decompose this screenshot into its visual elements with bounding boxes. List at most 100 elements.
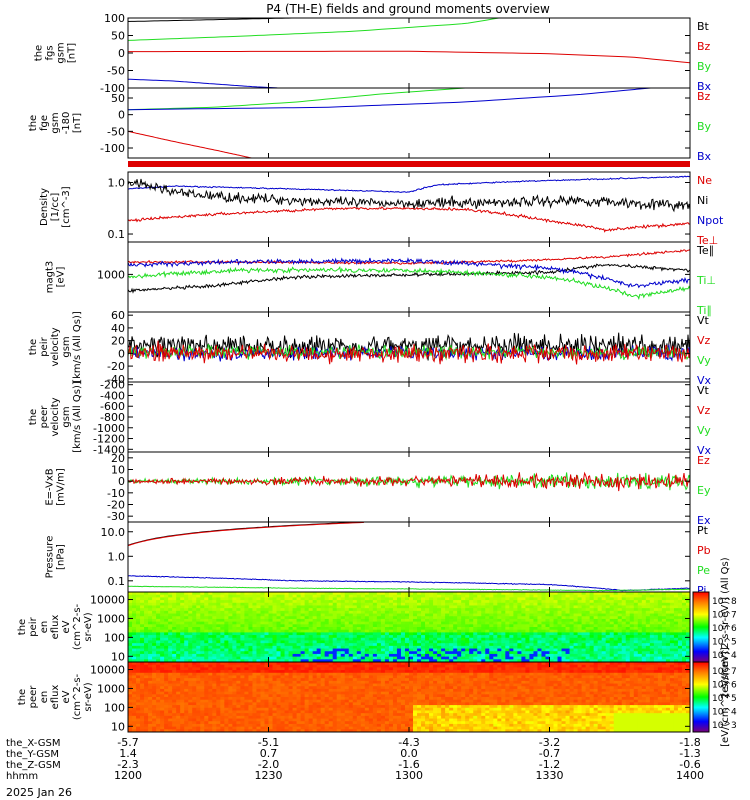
spectrogram-cell [184, 694, 189, 698]
spectrogram-cell [256, 729, 262, 732]
spectrogram-cell [264, 643, 270, 647]
spectrogram-cell [236, 637, 241, 642]
spectrogram-cell [236, 621, 241, 625]
spectrogram-cell [521, 610, 527, 615]
spectrogram-cell [276, 624, 282, 628]
spectrogram-cell [220, 683, 225, 687]
spectrogram-cell [396, 637, 402, 642]
spectrogram-cell [168, 710, 173, 714]
spectrogram-cell [453, 645, 458, 650]
spectrogram-cell [320, 645, 326, 650]
spectrogram-cell [593, 594, 599, 598]
spectrogram-cell [453, 613, 458, 617]
spectrogram-cell [148, 699, 153, 703]
y-tick-label: -400 [100, 389, 125, 402]
spectrogram-cell [160, 592, 165, 596]
spectrogram-cell [132, 729, 137, 732]
spectrogram-cell [212, 721, 217, 725]
spectrogram-cell [300, 597, 306, 601]
spectrogram-cell [368, 624, 374, 628]
spectrogram-cell [248, 600, 254, 604]
spectrogram-cell [521, 656, 527, 660]
spectrogram-cell [388, 653, 394, 658]
spectrogram-cell [240, 702, 246, 706]
y-tick-label: -20 [107, 499, 125, 512]
spectrogram-cell [481, 621, 486, 625]
spectrogram-cell [413, 659, 418, 662]
spectrogram-cell [336, 653, 342, 658]
spectrogram-cell [417, 616, 422, 620]
spectrogram-cell [613, 608, 619, 612]
colorbar-unit: [eV/(cm^2-s-sr-eV)] (All Qs) [720, 557, 731, 696]
spectrogram-cell [641, 651, 647, 655]
spectrogram-cell [236, 651, 241, 655]
spectrogram-cell [577, 651, 583, 655]
spectrogram-cell [601, 608, 607, 612]
spectrogram-cell [589, 656, 595, 660]
spectrogram-cell [188, 688, 193, 693]
spectrogram-cell [280, 697, 286, 701]
spectrogram-peir_spec [128, 592, 690, 662]
spectrogram-cell [216, 699, 221, 703]
spectrogram-cell [292, 600, 298, 604]
spectrogram-cell [344, 600, 350, 604]
spectrogram-cell [184, 602, 189, 607]
spectrogram-cell [156, 721, 161, 725]
spectrogram-cell [192, 605, 197, 609]
spectrogram-cell [445, 645, 450, 650]
spectrogram-cell [296, 637, 302, 642]
spectrogram-cell [613, 602, 619, 607]
spectrogram-cell [501, 594, 506, 598]
spectrogram-cell [284, 610, 290, 615]
spectrogram-cell [128, 729, 133, 732]
spectrogram-cell [453, 627, 458, 631]
spectrogram-cell [417, 592, 422, 596]
spectrogram-cell [344, 659, 350, 662]
spectrogram-cell [364, 594, 370, 598]
spectrogram-cell [236, 624, 241, 628]
spectrogram-cell [284, 664, 290, 668]
spectrogram-cell [132, 694, 137, 698]
spectrogram-cell [569, 629, 575, 633]
spectrogram-cell [533, 602, 539, 607]
spectrogram-cell [232, 670, 237, 674]
spectrogram-cell [609, 608, 615, 612]
spectrogram-cell [212, 613, 217, 617]
spectrogram-cell [276, 605, 282, 609]
spectrogram-cell [196, 616, 201, 620]
spectrogram-cell [441, 613, 446, 617]
spectrogram-cell [685, 656, 690, 660]
spectrogram-cell [388, 637, 394, 642]
spectrogram-cell [633, 618, 639, 623]
y-axis-label: velocity [50, 397, 61, 436]
spectrogram-cell [244, 621, 250, 625]
spectrogram-cell [525, 651, 531, 655]
spectrogram-cell [617, 659, 623, 662]
spectrogram-cell [176, 662, 181, 666]
spectrogram-cell [224, 667, 229, 671]
spectrogram-cell [132, 691, 137, 695]
spectrogram-cell [144, 723, 149, 728]
spectrogram-cell [409, 629, 414, 633]
spectrogram-cell [348, 648, 354, 652]
spectrogram-cell [677, 597, 683, 601]
spectrogram-cell [497, 613, 502, 617]
spectrogram-cell [565, 594, 571, 598]
spectrogram-cell [140, 680, 145, 685]
spectrogram-cell [573, 635, 579, 639]
spectrogram-cell [128, 680, 133, 685]
spectrogram-cell [176, 616, 181, 620]
spectrogram-cell [609, 597, 615, 601]
spectrogram-cell [232, 662, 237, 666]
spectrogram-cell [300, 653, 306, 658]
spectrogram-cell [328, 610, 334, 615]
spectrogram-cell [200, 694, 205, 698]
spectrogram-cell [368, 659, 374, 662]
spectrogram-cell [621, 637, 627, 642]
spectrogram-cell [148, 610, 153, 615]
spectrogram-cell [244, 710, 250, 714]
spectrogram-cell [661, 627, 667, 631]
spectrogram-cell [573, 600, 579, 604]
spectrogram-cell [220, 715, 225, 720]
spectrogram-cell [320, 613, 326, 617]
